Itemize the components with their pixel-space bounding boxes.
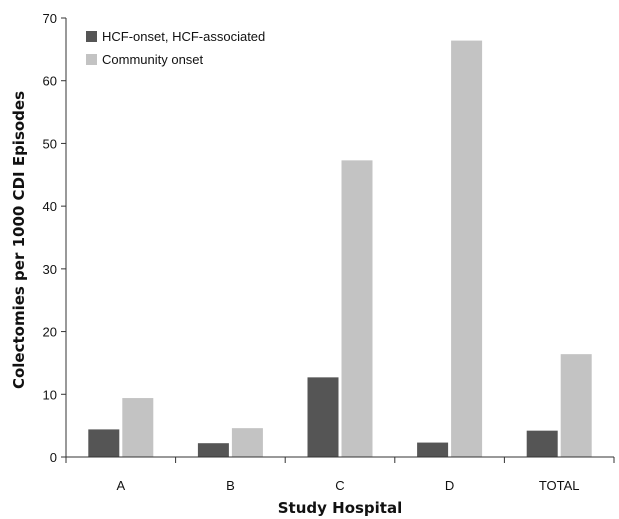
bar-community-onset — [122, 398, 154, 457]
y-tick-label: 40 — [43, 199, 57, 214]
x-tick-label: B — [226, 478, 235, 493]
axes — [65, 18, 614, 458]
y-tick-label: 30 — [43, 262, 57, 277]
x-axis-ticks: A B C D TOTAL — [65, 457, 615, 493]
legend-label: HCF-onset, HCF-associated — [102, 29, 265, 44]
legend-label: Community onset — [102, 52, 204, 67]
y-axis-title: Colectomies per 1000 CDI Episodes — [10, 91, 28, 389]
y-axis-ticks: 0 10 20 30 40 50 60 70 — [43, 11, 66, 465]
y-tick-label: 70 — [43, 11, 57, 26]
y-tick-label: 60 — [43, 74, 57, 89]
bar-hcf-onset — [88, 429, 120, 457]
bar-community-onset — [231, 428, 263, 457]
x-tick-label: TOTAL — [539, 478, 580, 493]
bar-hcf-onset — [197, 443, 229, 457]
bar-community-onset — [451, 40, 483, 457]
y-tick-label: 10 — [43, 387, 57, 402]
x-tick-label: A — [116, 478, 125, 493]
y-tick-label: 20 — [43, 325, 57, 340]
y-tick-label: 50 — [43, 136, 57, 151]
legend-swatch — [86, 31, 97, 42]
legend: HCF-onset, HCF-associated Community onset — [86, 29, 265, 67]
bars — [88, 40, 592, 457]
x-tick-label: C — [335, 478, 344, 493]
bar-community-onset — [341, 160, 373, 457]
x-tick-label: D — [445, 478, 454, 493]
x-axis-title: Study Hospital — [278, 499, 403, 517]
bar-hcf-onset — [526, 430, 558, 457]
y-tick-label: 0 — [50, 450, 57, 465]
legend-swatch — [86, 54, 97, 65]
bar-hcf-onset — [417, 442, 449, 457]
bar-community-onset — [560, 354, 592, 457]
bar-hcf-onset — [307, 377, 339, 457]
